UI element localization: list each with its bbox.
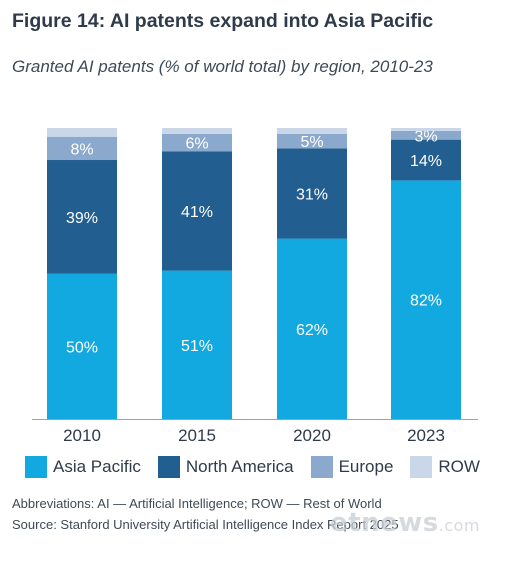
data-label-europe-2015: 6% <box>185 136 208 153</box>
bar-segment-asia-pacific-2020 <box>277 238 347 419</box>
bar-segment-asia-pacific-2015 <box>162 270 232 419</box>
legend: Asia Pacific North America Europe ROW <box>25 456 497 478</box>
data-label-north-america-2010: 39% <box>66 210 98 227</box>
data-label-asia-pacific-2020: 62% <box>296 322 328 339</box>
x-tick-label-2023: 2023 <box>407 426 445 445</box>
x-tick-label-2015: 2015 <box>178 426 216 445</box>
bar-segment-north-america-2010 <box>47 160 117 274</box>
stacked-bar-chart: 50% 39% 8% 2010 51% 41% 6% 2015 62% 31% 5% 2020 82% 1… <box>32 128 478 445</box>
bar-segment-north-america-2015 <box>162 151 232 271</box>
data-label-europe-2023: 3% <box>414 128 437 145</box>
bar-segment-asia-pacific-2010 <box>47 273 117 419</box>
legend-swatch-row <box>410 456 433 478</box>
data-label-north-america-2023: 14% <box>410 153 442 170</box>
bar-segment-row-2015 <box>162 128 232 134</box>
data-label-asia-pacific-2023: 82% <box>410 293 442 310</box>
data-label-europe-2010: 8% <box>70 141 93 158</box>
data-label-asia-pacific-2015: 51% <box>181 338 213 355</box>
source-note: Source: Stanford University Artificial I… <box>12 517 399 532</box>
bar-segment-asia-pacific-2023 <box>391 180 461 419</box>
legend-label-asia-pacific: Asia Pacific <box>53 457 141 476</box>
watermark-logo: etnews.com <box>330 508 480 538</box>
legend-swatch-asia-pacific <box>25 456 47 478</box>
legend-label-row: ROW <box>438 457 480 476</box>
legend-swatch-north-america <box>157 456 180 478</box>
abbreviations-note: Abbreviations: AI — Artificial Intellige… <box>12 496 382 511</box>
data-label-europe-2020: 5% <box>300 134 323 151</box>
bar-segment-row-2023 <box>391 128 461 131</box>
bar-segment-north-america-2023 <box>391 139 461 181</box>
bar-segment-north-america-2020 <box>277 148 347 239</box>
watermark-text: etnews <box>330 508 439 538</box>
bar-segment-europe-2023 <box>391 130 461 140</box>
chart-subtitle: Granted AI patents (% of world total) by… <box>12 57 433 76</box>
bar-segment-row-2010 <box>47 128 117 137</box>
legend-swatch-europe <box>310 456 333 478</box>
chart-title: Figure 14: AI patents expand into Asia P… <box>12 10 434 32</box>
legend-label-north-america: North America <box>185 457 294 476</box>
bar-segment-europe-2015 <box>162 133 232 152</box>
legend-label-europe: Europe <box>338 457 394 476</box>
x-tick-label-2010: 2010 <box>63 426 101 445</box>
legend-item-row: ROW <box>410 456 480 478</box>
legend-item-asia-pacific: Asia Pacific <box>25 456 141 478</box>
legend-item-europe: Europe <box>310 456 394 478</box>
bar-segment-europe-2020 <box>277 133 347 149</box>
watermark-suffix: .com <box>438 516 480 535</box>
data-label-north-america-2015: 41% <box>181 204 213 221</box>
x-tick-label-2020: 2020 <box>293 426 331 445</box>
bar-segment-row-2020 <box>277 128 347 134</box>
data-label-asia-pacific-2010: 50% <box>66 339 98 356</box>
legend-item-north-america: North America <box>157 456 294 478</box>
bar-segment-europe-2010 <box>47 136 117 161</box>
data-label-north-america-2020: 31% <box>296 186 328 203</box>
